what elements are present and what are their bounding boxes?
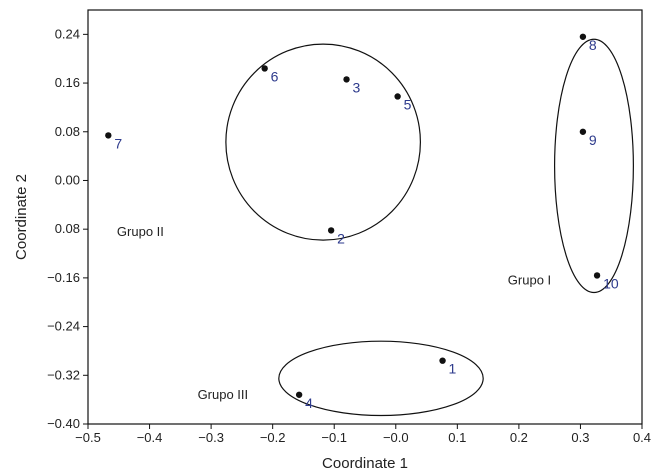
- y-tick-label: −0.24: [47, 319, 80, 334]
- x-tick-label: −0.2: [260, 430, 286, 445]
- x-tick-label: 0.4: [633, 430, 651, 445]
- x-axis-title: Coordinate 1: [322, 455, 408, 472]
- y-tick-label: 0.00: [55, 172, 80, 187]
- point-label: 3: [353, 79, 361, 95]
- x-tick-label: −0.1: [321, 430, 347, 445]
- x-tick-label: −0.0: [383, 430, 409, 445]
- y-tick-label: −0.32: [47, 367, 80, 382]
- point-label: 7: [114, 135, 122, 151]
- point-label: 2: [337, 230, 345, 246]
- axis-ticks: −0.5 −0.4 −0.3 −0.2 −0.1 −0.0 0.1 0.2 0.3 0.4 0.24…: [47, 26, 651, 445]
- plot-frame: [87, 9, 643, 425]
- y-tick-label: −0.40: [47, 416, 80, 431]
- point-label: 10: [603, 275, 619, 291]
- data-point: [579, 33, 587, 40]
- y-tick-label: −0.16: [47, 270, 80, 285]
- group-label: Grupo III: [198, 387, 249, 402]
- data-point: [394, 93, 401, 100]
- point-label: 9: [589, 132, 597, 148]
- x-tick-label: −0.4: [137, 430, 163, 445]
- group-label: Grupo I: [508, 272, 551, 287]
- point-label: 5: [404, 96, 412, 112]
- group-ellipse: [225, 43, 421, 241]
- data-point: [105, 132, 112, 139]
- data-point: [261, 65, 268, 72]
- y-tick-label: 0.08: [55, 124, 80, 139]
- y-tick-label: 0.16: [55, 75, 80, 90]
- point-label: 1: [449, 361, 457, 377]
- data-point: [579, 128, 587, 135]
- group-label: Grupo II: [117, 224, 164, 239]
- x-tick-label: −0.3: [198, 430, 224, 445]
- data-point: [295, 391, 303, 398]
- point-label: 4: [305, 395, 313, 411]
- data-point: [593, 272, 601, 279]
- data-points: 1 2 3 4 5 6 7 8 9 10: [105, 33, 619, 411]
- x-tick-label: −0.5: [75, 430, 101, 445]
- x-tick-label: 0.2: [510, 430, 528, 445]
- x-tick-label: 0.1: [448, 430, 466, 445]
- group-ellipse: [278, 340, 484, 417]
- group-ellipse: [553, 38, 634, 294]
- data-point: [327, 227, 335, 234]
- y-tick-label: 0.24: [55, 26, 80, 41]
- data-point: [343, 76, 350, 83]
- point-label: 6: [271, 68, 279, 84]
- data-point: [439, 357, 446, 364]
- y-tick-label: 0.08: [55, 221, 80, 236]
- x-tick-label: 0.3: [571, 430, 589, 445]
- point-label: 8: [589, 37, 597, 53]
- group-ellipses: Grupo I Grupo II Grupo III: [117, 38, 634, 417]
- y-axis-title: Coordinate 2: [13, 174, 30, 260]
